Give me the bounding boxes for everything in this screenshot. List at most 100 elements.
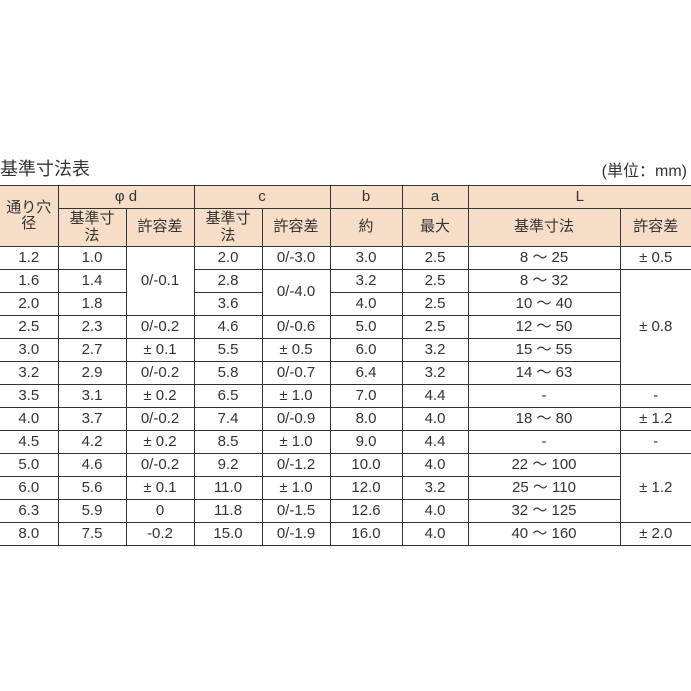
table-header: 通り穴径 φ d c b a L 基準寸法 許容差 基準寸法 許容差 約 最大 … <box>0 186 691 247</box>
cell-l-tol: ± 1.2 <box>620 454 691 523</box>
cell-phi-tol: 0/-0.2 <box>126 408 194 431</box>
cell-a: 4.4 <box>402 431 468 454</box>
col-l: L <box>468 186 691 209</box>
cell-phi-tol: 0/-0.2 <box>126 454 194 477</box>
cell-c-tol: ± 1.0 <box>262 431 330 454</box>
title-row: 基準寸法表 (単位：mm) <box>0 155 691 185</box>
cell-phi-tol: ± 0.2 <box>126 431 194 454</box>
col-nominal: 通り穴径 <box>0 186 58 247</box>
cell-a: 2.5 <box>402 316 468 339</box>
cell-b: 9.0 <box>330 431 402 454</box>
cell-l-tol: ± 0.8 <box>620 270 691 385</box>
cell-nominal: 3.2 <box>0 362 58 385</box>
cell-c-tol: 0/-0.7 <box>262 362 330 385</box>
cell-l-base: 8 ～ 25 <box>468 247 620 270</box>
cell-l-tol: ± 1.2 <box>620 408 691 431</box>
col-a-sub: 最大 <box>402 209 468 247</box>
cell-b: 12.0 <box>330 477 402 500</box>
cell-c-tol: ± 1.0 <box>262 477 330 500</box>
cell-nominal: 1.2 <box>0 247 58 270</box>
cell-phi-base: 4.2 <box>58 431 126 454</box>
cell-a: 4.4 <box>402 385 468 408</box>
table-body: 1.21.00/-0.12.00/-3.03.02.58 ～ 25± 0.51.… <box>0 247 691 546</box>
cell-b: 4.0 <box>330 293 402 316</box>
cell-nominal: 3.0 <box>0 339 58 362</box>
cell-phi-tol: ± 0.1 <box>126 477 194 500</box>
cell-a: 2.5 <box>402 247 468 270</box>
col-phi-d: φ d <box>58 186 194 209</box>
table-row: 6.05.6± 0.111.0± 1.012.03.225 ～ 110 <box>0 477 691 500</box>
cell-c-base: 3.6 <box>194 293 262 316</box>
cell-b: 3.0 <box>330 247 402 270</box>
cell-nominal: 3.5 <box>0 385 58 408</box>
cell-b: 10.0 <box>330 454 402 477</box>
cell-c-base: 7.4 <box>194 408 262 431</box>
cell-a: 4.0 <box>402 500 468 523</box>
cell-phi-base: 1.0 <box>58 247 126 270</box>
cell-l-base: 18 ～ 80 <box>468 408 620 431</box>
cell-l-base: 32 ～ 125 <box>468 500 620 523</box>
cell-c-base: 4.6 <box>194 316 262 339</box>
cell-c-tol: ± 1.0 <box>262 385 330 408</box>
cell-a: 4.0 <box>402 523 468 546</box>
cell-b: 6.4 <box>330 362 402 385</box>
cell-nominal: 8.0 <box>0 523 58 546</box>
col-b: b <box>330 186 402 209</box>
cell-c-base: 9.2 <box>194 454 262 477</box>
cell-l-base: 40 ～ 160 <box>468 523 620 546</box>
cell-phi-base: 3.1 <box>58 385 126 408</box>
cell-phi-base: 2.9 <box>58 362 126 385</box>
cell-l-base: 25 ～ 110 <box>468 477 620 500</box>
cell-c-base: 11.8 <box>194 500 262 523</box>
cell-phi-base: 3.7 <box>58 408 126 431</box>
col-b-sub: 約 <box>330 209 402 247</box>
table-row: 1.21.00/-0.12.00/-3.03.02.58 ～ 25± 0.5 <box>0 247 691 270</box>
cell-c-base: 5.5 <box>194 339 262 362</box>
col-l-base: 基準寸法 <box>468 209 620 247</box>
cell-nominal: 6.0 <box>0 477 58 500</box>
table-row: 8.07.5-0.215.00/-1.916.04.040 ～ 160± 2.0 <box>0 523 691 546</box>
cell-c-base: 2.8 <box>194 270 262 293</box>
cell-phi-tol: 0/-0.1 <box>126 247 194 316</box>
table-row: 1.61.42.80/-4.03.22.58 ～ 32± 0.8 <box>0 270 691 293</box>
cell-a: 3.2 <box>402 339 468 362</box>
table-row: 5.04.60/-0.29.20/-1.210.04.022 ～ 100± 1.… <box>0 454 691 477</box>
cell-phi-base: 1.8 <box>58 293 126 316</box>
cell-c-tol: 0/-4.0 <box>262 270 330 316</box>
cell-b: 8.0 <box>330 408 402 431</box>
cell-c-tol: 0/-0.6 <box>262 316 330 339</box>
cell-a: 4.0 <box>402 408 468 431</box>
table-row: 2.52.30/-0.24.60/-0.65.02.512 ～ 50 <box>0 316 691 339</box>
cell-b: 6.0 <box>330 339 402 362</box>
col-c: c <box>194 186 330 209</box>
cell-phi-tol: -0.2 <box>126 523 194 546</box>
cell-c-tol: ± 0.5 <box>262 339 330 362</box>
col-phi-d-base: 基準寸法 <box>58 209 126 247</box>
table-row: 2.01.83.64.02.510 ～ 40 <box>0 293 691 316</box>
col-a: a <box>402 186 468 209</box>
cell-phi-tol: 0/-0.2 <box>126 316 194 339</box>
cell-phi-base: 2.3 <box>58 316 126 339</box>
cell-a: 4.0 <box>402 454 468 477</box>
cell-phi-tol: 0 <box>126 500 194 523</box>
cell-l-tol: - <box>620 385 691 408</box>
cell-nominal: 4.0 <box>0 408 58 431</box>
cell-phi-base: 4.6 <box>58 454 126 477</box>
table-row: 4.03.70/-0.27.40/-0.98.04.018 ～ 80± 1.2 <box>0 408 691 431</box>
cell-nominal: 6.3 <box>0 500 58 523</box>
table-row: 3.53.1± 0.26.5± 1.07.04.4-- <box>0 385 691 408</box>
cell-l-base: 12 ～ 50 <box>468 316 620 339</box>
cell-b: 16.0 <box>330 523 402 546</box>
cell-l-base: 15 ～ 55 <box>468 339 620 362</box>
cell-phi-base: 1.4 <box>58 270 126 293</box>
cell-nominal: 2.5 <box>0 316 58 339</box>
cell-l-base: 22 ～ 100 <box>468 454 620 477</box>
cell-c-tol: 0/-1.2 <box>262 454 330 477</box>
dimension-table: 通り穴径 φ d c b a L 基準寸法 許容差 基準寸法 許容差 約 最大 … <box>0 185 691 546</box>
cell-c-tol: 0/-1.5 <box>262 500 330 523</box>
cell-phi-base: 7.5 <box>58 523 126 546</box>
cell-l-base: 14 ～ 63 <box>468 362 620 385</box>
cell-nominal: 5.0 <box>0 454 58 477</box>
cell-a: 2.5 <box>402 293 468 316</box>
cell-l-base: - <box>468 385 620 408</box>
